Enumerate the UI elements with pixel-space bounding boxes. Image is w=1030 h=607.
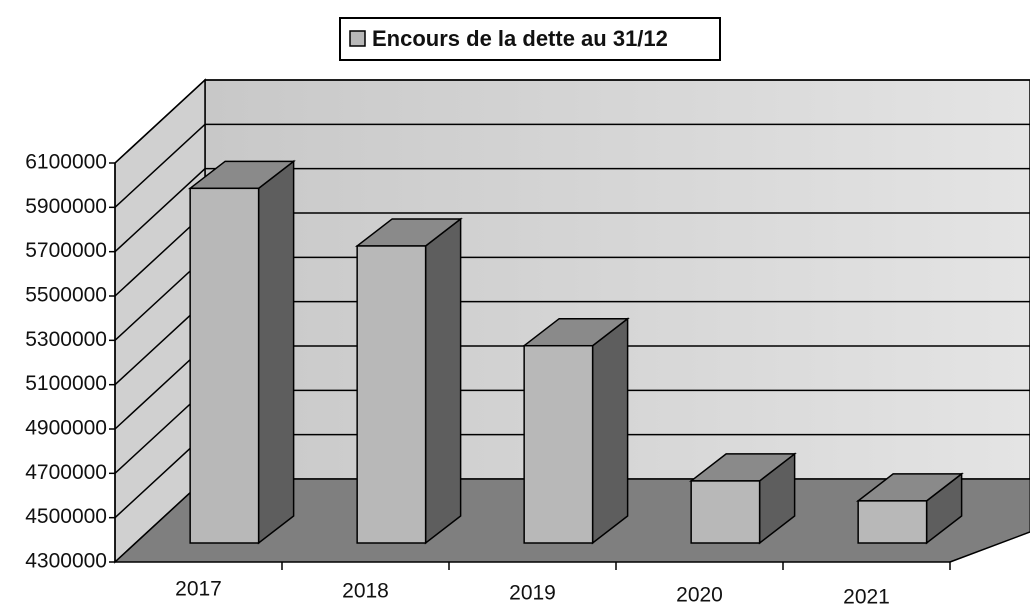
bar bbox=[690, 480, 761, 544]
y-tick-label: 4900000 bbox=[25, 417, 107, 440]
grid-line bbox=[114, 167, 1030, 253]
bar bbox=[857, 500, 928, 544]
bar bbox=[523, 344, 594, 544]
x-tick-label: 2018 bbox=[342, 580, 389, 603]
legend-swatch bbox=[349, 30, 366, 47]
grid-line bbox=[114, 123, 1030, 208]
y-tick-label: 6100000 bbox=[25, 151, 107, 174]
x-tick-label: 2020 bbox=[676, 584, 723, 607]
y-tick-label: 5100000 bbox=[25, 372, 107, 395]
bar-side bbox=[591, 317, 629, 545]
y-tick-label: 4500000 bbox=[25, 505, 107, 528]
bar bbox=[356, 245, 427, 544]
bar-side bbox=[257, 159, 295, 545]
y-tick-label: 4700000 bbox=[25, 461, 107, 484]
legend: Encours de la dette au 31/12 bbox=[339, 17, 721, 61]
bar-side bbox=[424, 217, 462, 545]
y-tick-label: 5500000 bbox=[25, 284, 107, 307]
x-axis-depth bbox=[949, 531, 1030, 563]
x-tick-label: 2021 bbox=[843, 586, 890, 607]
bar bbox=[189, 187, 260, 544]
y-tick-label: 5300000 bbox=[25, 328, 107, 351]
legend-label: Encours de la dette au 31/12 bbox=[372, 26, 668, 51]
y-tick-label: 5700000 bbox=[25, 239, 107, 262]
y-tick-label: 5900000 bbox=[25, 195, 107, 218]
grid-line bbox=[114, 79, 1030, 164]
legend-box bbox=[339, 17, 721, 61]
x-tick-label: 2017 bbox=[175, 578, 222, 601]
x-tick-label: 2019 bbox=[509, 582, 556, 605]
y-tick-label: 4300000 bbox=[25, 550, 107, 573]
